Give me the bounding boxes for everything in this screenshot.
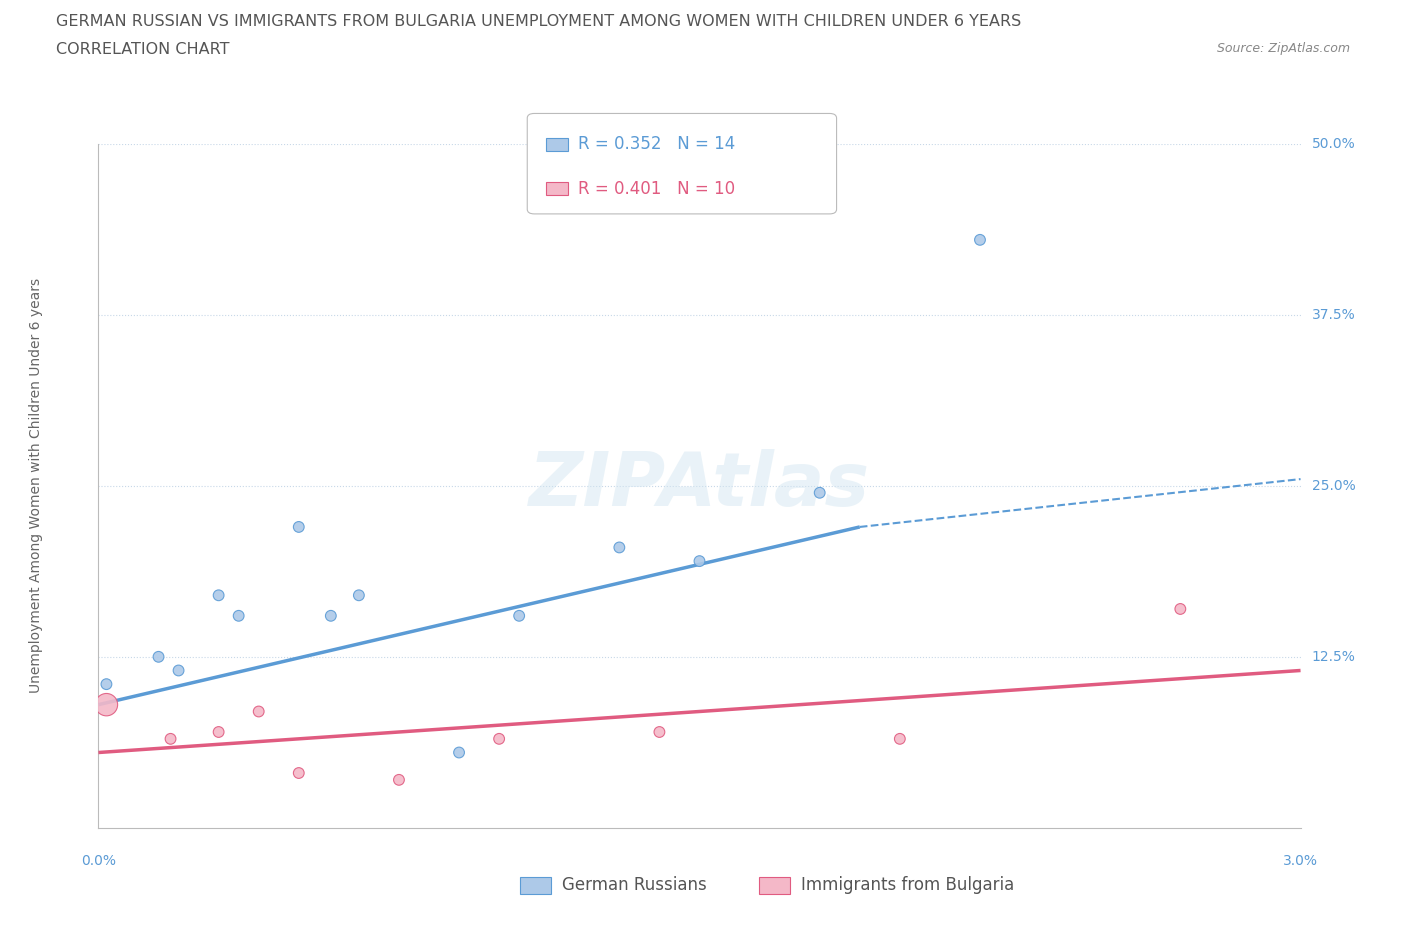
Point (1170, 602, 1192, 617)
Point (969, 232, 991, 247)
Point (319, 608, 342, 623)
Point (148, 649, 170, 664)
Text: Unemployment Among Women with Children Under 6 years: Unemployment Among Women with Children U… (30, 278, 44, 694)
Text: R = 0.401   N = 10: R = 0.401 N = 10 (578, 179, 735, 198)
Text: 12.5%: 12.5% (1312, 650, 1355, 664)
Text: GERMAN RUSSIAN VS IMMIGRANTS FROM BULGARIA UNEMPLOYMENT AMONG WOMEN WITH CHILDRE: GERMAN RUSSIAN VS IMMIGRANTS FROM BULGAR… (56, 14, 1022, 29)
FancyBboxPatch shape (520, 877, 551, 894)
FancyBboxPatch shape (759, 877, 790, 894)
Text: 3.0%: 3.0% (1284, 854, 1317, 868)
Point (96, 698, 118, 712)
Point (208, 588, 231, 603)
Text: 37.5%: 37.5% (1312, 308, 1355, 322)
Text: ZIPAtlas: ZIPAtlas (529, 449, 870, 523)
Text: R = 0.352   N = 14: R = 0.352 N = 14 (578, 135, 735, 153)
Point (288, 520, 311, 535)
Point (808, 485, 831, 500)
Point (447, 745, 470, 760)
Point (688, 553, 710, 568)
Text: Source: ZipAtlas.com: Source: ZipAtlas.com (1216, 42, 1350, 55)
Text: 50.0%: 50.0% (1312, 137, 1355, 152)
Point (247, 704, 270, 719)
Text: 0.0%: 0.0% (82, 854, 115, 868)
Point (488, 731, 510, 746)
Point (288, 765, 311, 780)
Text: German Russians: German Russians (562, 876, 707, 895)
Point (648, 724, 671, 739)
Point (508, 608, 530, 623)
Point (228, 608, 250, 623)
Point (388, 773, 411, 788)
Point (609, 540, 631, 555)
Point (889, 731, 911, 746)
Point (167, 663, 190, 678)
Point (347, 588, 370, 603)
Point (159, 731, 181, 746)
Point (208, 724, 231, 739)
Text: 25.0%: 25.0% (1312, 479, 1355, 493)
Point (96, 677, 118, 692)
Text: CORRELATION CHART: CORRELATION CHART (56, 42, 229, 57)
Text: Immigrants from Bulgaria: Immigrants from Bulgaria (801, 876, 1015, 895)
